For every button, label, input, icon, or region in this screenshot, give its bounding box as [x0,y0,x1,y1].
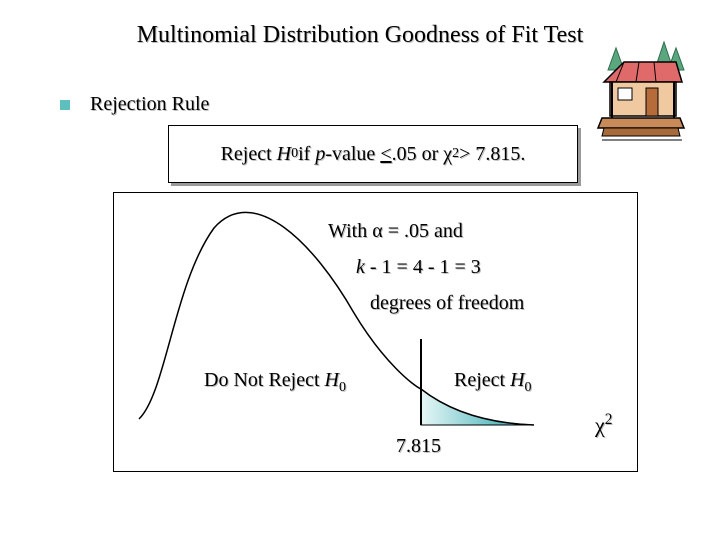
rule-reject-text: Reject [220,142,272,165]
critical-value-label: 7.815 [396,435,441,457]
reject-text: Reject [454,369,511,391]
chi-square-distribution-diagram: With α = .05 and k - 1 = 4 - 1 = 3 degre… [113,192,638,472]
alpha-df-annotation: With α = .05 and k - 1 = 4 - 1 = 3 degre… [328,213,524,321]
reject-h-subscript: 0 [524,380,532,395]
cabin-clipart-icon [594,40,686,150]
df-calc-text: - 1 = 4 - 1 = 3 [364,256,481,278]
rule-h-subscript: 0 [291,146,299,161]
rule-mid-text: .05 or [391,142,439,165]
density-curve [138,211,535,426]
rule-chi-symbol: χ [443,142,453,165]
rule-h-symbol: H [276,142,292,165]
rule-value-text: -value [325,142,376,165]
dnr-text: Do Not Reject [204,369,325,391]
rule-end-text: > 7.815. [459,142,526,165]
bullet-rejection-rule: Rejection Rule [90,93,210,115]
dnr-h-symbol: H [324,369,339,391]
bullet-square-icon [60,100,70,110]
rule-chi-superscript: 2 [452,146,460,161]
axis-chi-superscript: 2 [604,411,613,428]
rule-if-text: if [298,142,311,165]
k-symbol: k [356,256,365,278]
alpha-symbol: α [372,220,383,242]
chi-square-axis-label: χ2 [595,411,612,438]
degrees-of-freedom-text: degrees of freedom [370,292,525,314]
with-text: With [328,220,373,242]
axis-chi-symbol: χ [595,412,605,438]
alpha-value-text: = .05 and [382,220,463,242]
slide-title: Multinomial Distribution Goodness of Fit… [136,22,584,48]
reject-h-symbol: H [510,369,525,391]
distribution-graphic [138,211,535,426]
rule-le-symbol: < [380,142,392,165]
do-not-reject-label: Do Not Reject H0 [204,369,346,396]
reject-label: Reject H0 [454,369,532,396]
dnr-h-subscript: 0 [338,380,346,395]
rule-p-symbol: p [315,142,326,165]
